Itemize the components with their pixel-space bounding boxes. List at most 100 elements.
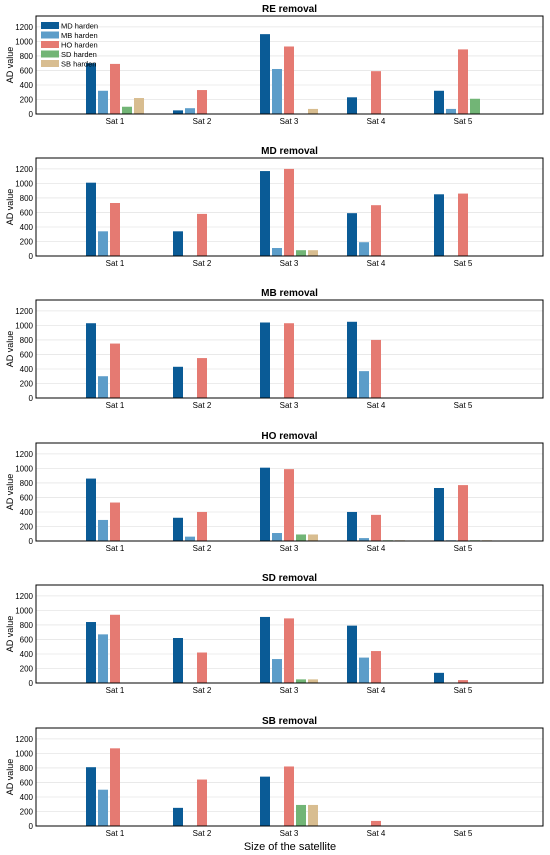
bar-mb-harden-sat-4 <box>359 242 369 256</box>
bar-sb-harden-sat-3 <box>308 679 318 683</box>
y-axis-label: AD value <box>5 616 15 653</box>
bar-mb-harden-sat-1 <box>98 519 108 541</box>
x-tick-label: Sat 5 <box>454 401 473 410</box>
plot-frame <box>35 442 544 542</box>
panel-mb-removal: MB removal 0 200 400 600 800 1000 1200 AD value S… <box>5 288 544 410</box>
y-axis-label: AD value <box>5 331 15 368</box>
bar-md-harden-sat-4 <box>347 321 357 398</box>
x-tick-label: Sat 1 <box>106 117 125 126</box>
bar-sd-harden-sat-1 <box>122 106 132 114</box>
bar-sd-harden-sat-3 <box>296 250 306 256</box>
y-tick-label: 800 <box>20 621 34 630</box>
y-tick-label: 200 <box>20 237 34 246</box>
bar-md-harden-sat-2 <box>173 231 183 256</box>
y-axis-label: AD value <box>5 474 15 511</box>
bar-md-harden-sat-3 <box>260 322 270 398</box>
bar-md-harden-sat-2 <box>173 807 183 826</box>
bar-ho-harden-sat-2 <box>197 90 207 114</box>
x-tick-label: Sat 3 <box>280 259 299 268</box>
bar-md-harden-sat-4 <box>347 511 357 541</box>
x-tick-label: Sat 1 <box>106 259 125 268</box>
bar-ho-harden-sat-4 <box>371 339 381 398</box>
y-axis-label: AD value <box>5 47 15 84</box>
bar-md-harden-sat-2 <box>173 366 183 398</box>
x-tick-label: Sat 2 <box>193 259 212 268</box>
y-axis-label: AD value <box>5 759 15 796</box>
legend-label-ho-harden: HO harden <box>61 41 98 50</box>
panel-ho-removal: HO removal 0 200 400 600 800 1000 1200 AD value S… <box>5 431 544 553</box>
bar-ho-harden-sat-3 <box>284 46 294 114</box>
bar-ho-harden-sat-3 <box>284 168 294 256</box>
panel-title: SB removal <box>262 716 317 727</box>
plot-frame <box>35 727 544 827</box>
panel-re-removal: RE removal 0 200 400 600 800 1000 1200 AD value S… <box>5 4 544 126</box>
y-tick-label: 200 <box>20 664 34 673</box>
y-tick-label: 1200 <box>15 165 33 174</box>
bar-md-harden-sat-5 <box>434 488 444 541</box>
x-tick-label: Sat 2 <box>193 544 212 553</box>
bar-sb-harden-sat-3 <box>308 804 318 826</box>
panel-title: MD removal <box>261 146 318 157</box>
y-tick-label: 400 <box>20 365 34 374</box>
y-tick-label: 1200 <box>15 23 33 32</box>
y-tick-label: 0 <box>29 110 34 119</box>
x-tick-label: Sat 3 <box>280 401 299 410</box>
bar-md-harden-sat-3 <box>260 171 270 256</box>
y-tick-label: 800 <box>20 764 34 773</box>
bar-md-harden-sat-5 <box>434 194 444 256</box>
y-tick-label: 800 <box>20 336 34 345</box>
y-tick-label: 600 <box>20 635 34 644</box>
bar-md-harden-sat-3 <box>260 616 270 683</box>
y-tick-label: 800 <box>20 194 34 203</box>
y-tick-label: 1200 <box>15 450 33 459</box>
y-tick-label: 0 <box>29 394 34 403</box>
y-tick-label: 200 <box>20 522 34 531</box>
bar-sb-harden-sat-3 <box>308 534 318 541</box>
x-tick-label: Sat 2 <box>193 686 212 695</box>
legend-swatch-sb-harden <box>41 60 59 67</box>
bar-ho-harden-sat-5 <box>458 485 468 541</box>
y-tick-label: 400 <box>20 650 34 659</box>
bar-ho-harden-sat-5 <box>458 680 468 683</box>
x-tick-label: Sat 2 <box>193 117 212 126</box>
bar-md-harden-sat-2 <box>173 110 183 114</box>
x-tick-label: Sat 1 <box>106 829 125 838</box>
y-tick-label: 1000 <box>15 464 33 473</box>
y-tick-label: 1000 <box>15 321 33 330</box>
panel-sd-removal: SD removal 0 200 400 600 800 1000 1200 AD value S… <box>5 573 544 695</box>
panel-title: SD removal <box>262 573 317 584</box>
bar-mb-harden-sat-4 <box>359 538 369 541</box>
bar-ho-harden-sat-4 <box>371 205 381 256</box>
y-tick-label: 400 <box>20 223 34 232</box>
legend-label-sb-harden: SB harden <box>61 60 96 69</box>
x-tick-label: Sat 5 <box>454 686 473 695</box>
bar-mb-harden-sat-3 <box>272 659 282 683</box>
legend-swatch-md-harden <box>41 22 59 29</box>
bar-ho-harden-sat-3 <box>284 766 294 826</box>
bar-ho-harden-sat-4 <box>371 651 381 683</box>
x-tick-label: Sat 4 <box>367 401 386 410</box>
y-tick-label: 200 <box>20 807 34 816</box>
bar-mb-harden-sat-2 <box>185 536 195 541</box>
legend-swatch-ho-harden <box>41 41 59 48</box>
y-tick-label: 600 <box>20 208 34 217</box>
bar-ho-harden-sat-3 <box>284 323 294 398</box>
x-tick-label: Sat 1 <box>106 544 125 553</box>
y-tick-label: 400 <box>20 793 34 802</box>
y-tick-label: 1000 <box>15 606 33 615</box>
x-tick-label: Sat 5 <box>454 544 473 553</box>
y-tick-label: 1200 <box>15 735 33 744</box>
bar-md-harden-sat-1 <box>86 622 96 683</box>
bar-ho-harden-sat-1 <box>110 203 120 256</box>
bar-ho-harden-sat-2 <box>197 779 207 826</box>
bar-ho-harden-sat-1 <box>110 343 120 398</box>
bar-ho-harden-sat-5 <box>458 193 468 256</box>
bar-ho-harden-sat-2 <box>197 358 207 398</box>
bar-mb-harden-sat-4 <box>359 371 369 398</box>
x-tick-label: Sat 1 <box>106 401 125 410</box>
bar-md-harden-sat-4 <box>347 213 357 256</box>
bar-mb-harden-sat-3 <box>272 533 282 541</box>
x-tick-label: Sat 3 <box>280 544 299 553</box>
bar-ho-harden-sat-2 <box>197 652 207 683</box>
